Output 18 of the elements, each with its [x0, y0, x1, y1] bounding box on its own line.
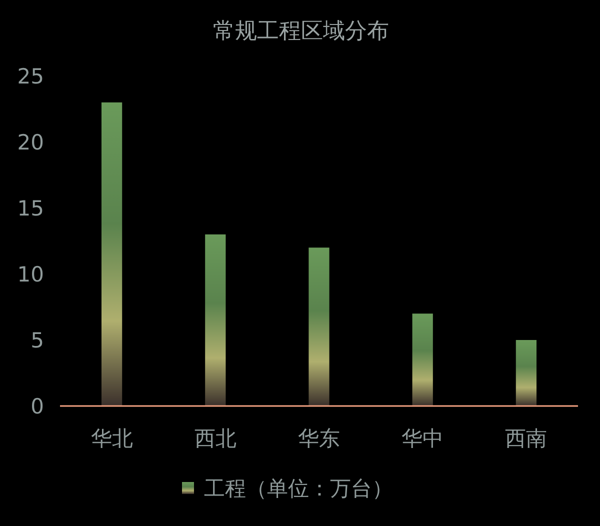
bar [101, 102, 122, 406]
x-tick-label: 西南 [505, 426, 548, 450]
x-tick-label: 华东 [298, 426, 340, 450]
y-tick-label: 25 [17, 64, 44, 88]
y-tick-label: 20 [17, 130, 44, 154]
bar [516, 340, 537, 406]
x-tick-label: 西北 [194, 426, 236, 450]
bar [412, 314, 433, 406]
x-tick-label: 华中 [402, 426, 444, 450]
chart-title: 常规工程区域分布 [213, 19, 389, 44]
y-tick-label: 5 [30, 328, 44, 352]
bar [308, 248, 330, 406]
legend-label: 工程（单位：万台） [204, 476, 393, 500]
y-tick-label: 0 [30, 394, 44, 418]
y-tick-label: 10 [17, 262, 44, 286]
bar [205, 234, 226, 406]
y-tick-label: 15 [17, 196, 44, 220]
x-tick-label: 华北 [90, 426, 133, 450]
